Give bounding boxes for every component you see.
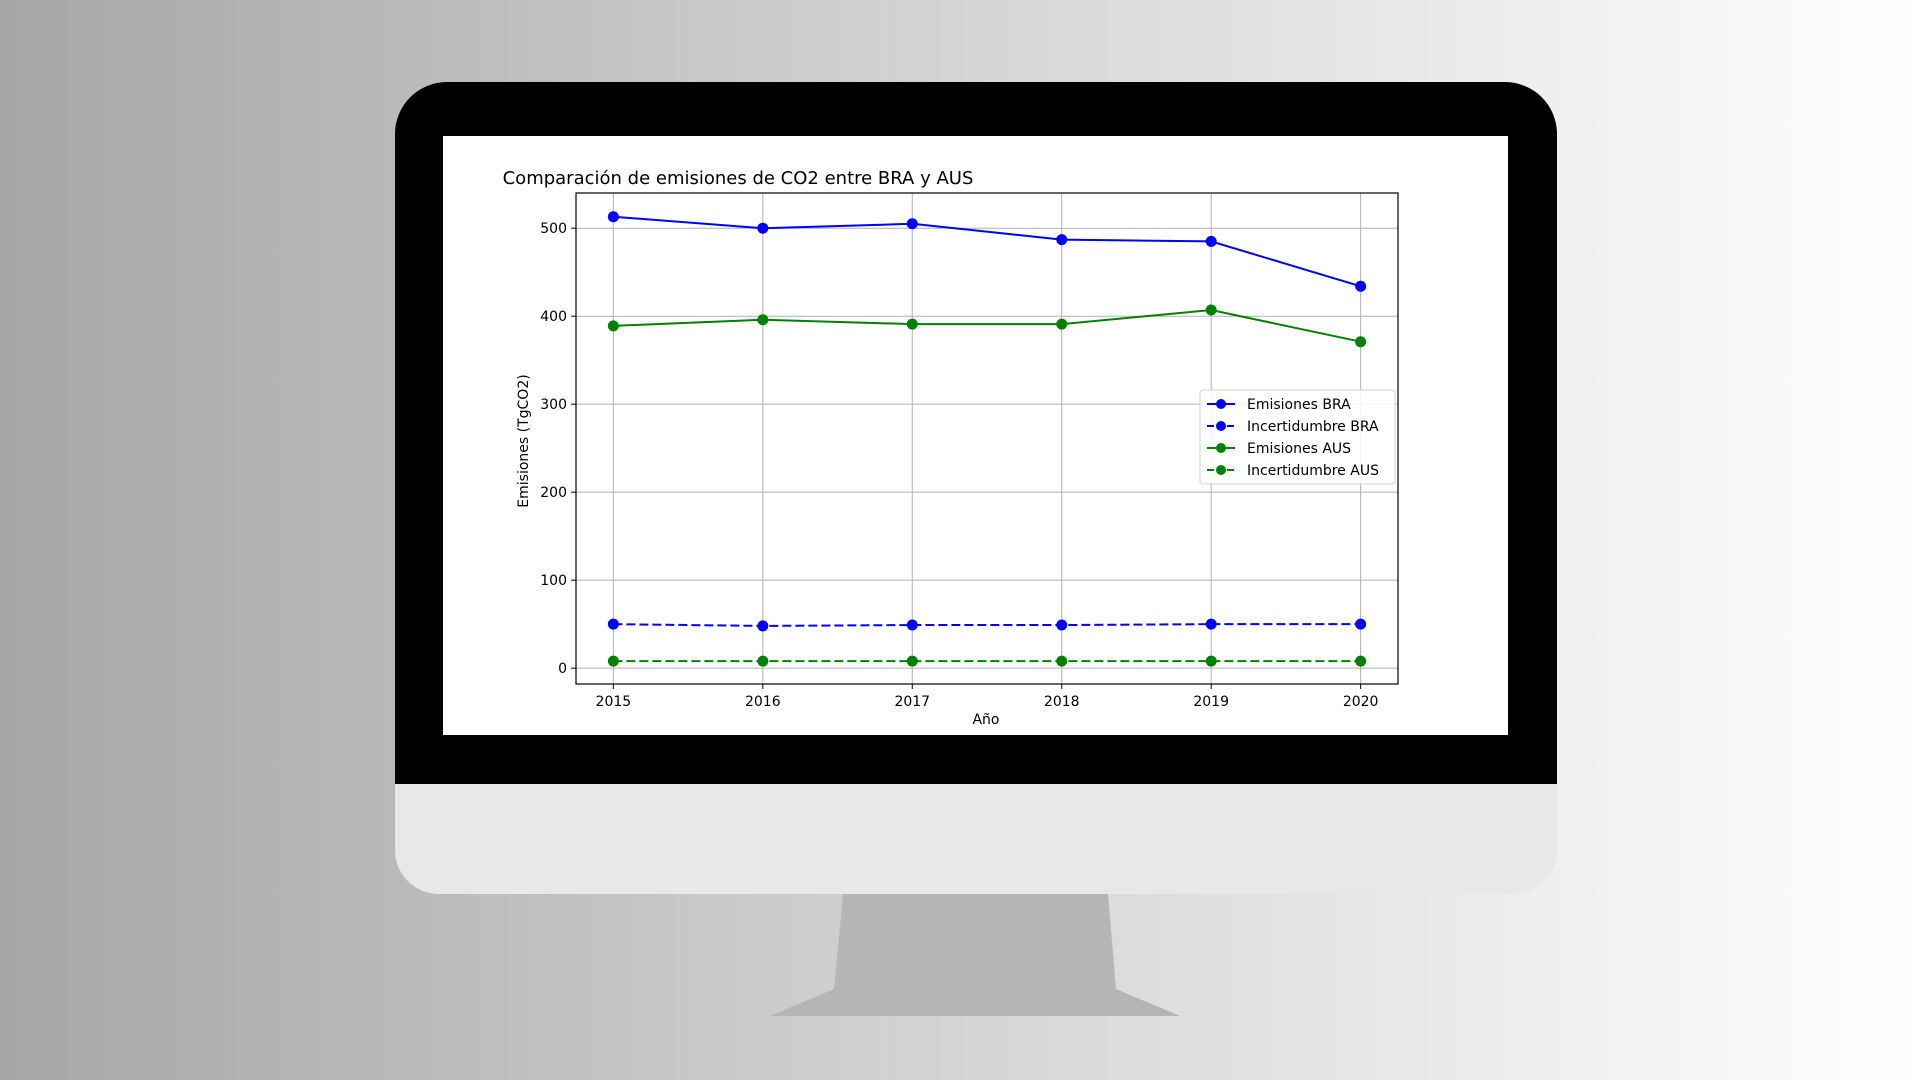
monitor-stand [770, 894, 1180, 1016]
x-axis-label: Año [972, 712, 999, 728]
legend-marker [1216, 399, 1226, 409]
series-group [607, 211, 1367, 667]
data-point [757, 620, 769, 632]
legend-label: Emisiones BRA [1247, 397, 1351, 413]
line-chart: Comparación de emisiones de CO2 entre BR… [503, 168, 1399, 728]
data-point [1205, 618, 1217, 630]
series-1 [607, 618, 1367, 632]
data-point [1355, 336, 1367, 348]
data-point [757, 314, 769, 326]
data-point [607, 655, 619, 667]
series-2 [607, 304, 1367, 348]
data-point [1205, 655, 1217, 667]
y-tick-label: 100 [540, 573, 567, 589]
data-point [1056, 318, 1068, 330]
x-tick-label: 2015 [596, 694, 632, 710]
legend-box [1199, 389, 1396, 485]
data-point [906, 318, 918, 330]
data-point [1355, 280, 1367, 292]
legend-marker [1216, 465, 1226, 475]
series-line [613, 623, 1361, 627]
data-point [1056, 234, 1068, 246]
data-point [906, 218, 918, 230]
data-point [1056, 619, 1068, 631]
data-point [607, 211, 619, 223]
x-tick-label: 2017 [894, 694, 930, 710]
series-line [613, 309, 1361, 343]
legend-label: Emisiones AUS [1247, 441, 1351, 457]
data-point [1205, 235, 1217, 247]
axis-ticks: 2015 2016 2017 2018 2019 2020 0 100 200 300 400 500 [540, 221, 1378, 710]
monitor-chin [395, 784, 1557, 894]
data-point [906, 655, 918, 667]
x-tick-label: 2019 [1193, 694, 1229, 710]
monitor-screen: Comparación de emisiones de CO2 entre BR… [443, 136, 1508, 735]
data-point [607, 320, 619, 332]
series-0 [607, 211, 1367, 292]
y-axis-label: Emisiones (TgCO2) [516, 374, 532, 507]
y-tick-label: 0 [558, 661, 567, 677]
y-tick-label: 500 [540, 221, 567, 237]
series-3 [607, 655, 1367, 667]
y-tick-label: 400 [540, 309, 567, 325]
legend-marker [1216, 421, 1226, 431]
x-tick-label: 2018 [1044, 694, 1080, 710]
legend-label: Incertidumbre AUS [1247, 463, 1379, 479]
y-tick-label: 200 [540, 485, 567, 501]
legend-marker [1216, 443, 1226, 453]
data-point [1056, 655, 1068, 667]
data-point [906, 619, 918, 631]
data-point [757, 655, 769, 667]
x-tick-label: 2020 [1343, 694, 1379, 710]
data-point [1355, 618, 1367, 630]
data-point [757, 222, 769, 234]
data-point [1355, 655, 1367, 667]
plot-frame [575, 192, 1399, 685]
series-line [613, 215, 1361, 288]
legend: Emisiones BRA Incertidumbre BRA Emisiones … [1199, 389, 1396, 485]
y-tick-label: 300 [540, 397, 567, 413]
data-point [1205, 304, 1217, 316]
legend-label: Incertidumbre BRA [1247, 419, 1379, 435]
data-point [607, 618, 619, 630]
chart-title: Comparación de emisiones de CO2 entre BR… [503, 168, 974, 189]
x-tick-label: 2016 [745, 694, 781, 710]
